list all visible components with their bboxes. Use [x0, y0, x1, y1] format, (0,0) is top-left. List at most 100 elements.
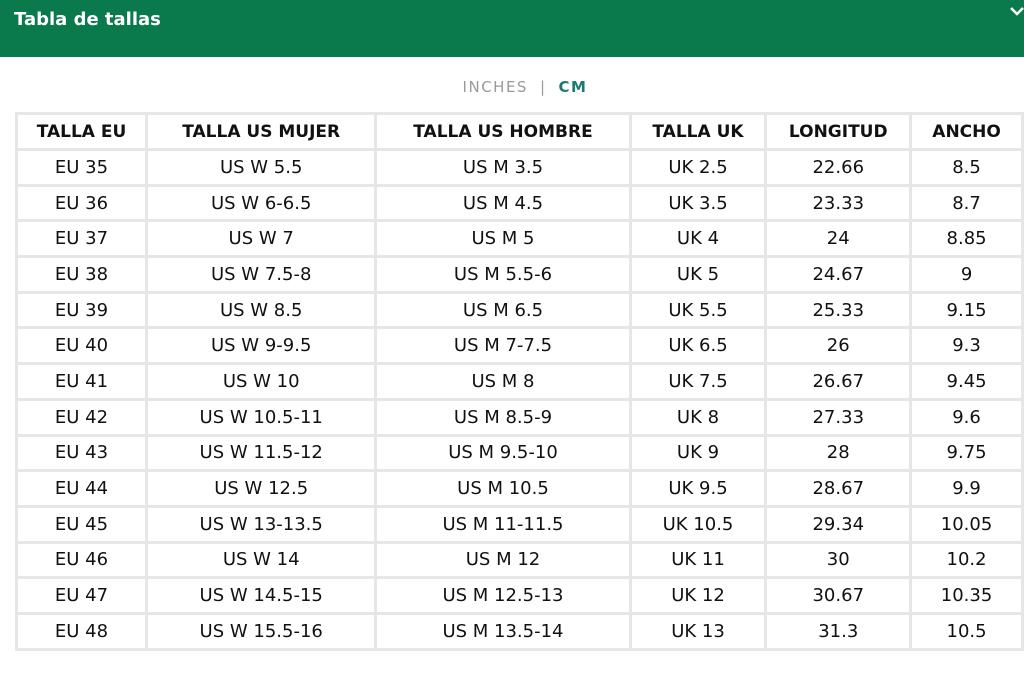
table-cell: 10.05 — [909, 504, 1024, 544]
table-cell: 9.45 — [909, 362, 1024, 401]
table-cell: EU 35 — [14, 148, 149, 187]
table-cell: US W 10.5-11 — [145, 397, 378, 437]
table-cell: 9.15 — [909, 290, 1024, 330]
table-cell: 28.67 — [764, 469, 913, 508]
table-cell: EU 45 — [14, 504, 149, 544]
table-cell: US W 14.5-15 — [145, 576, 378, 615]
table-cell: UK 12 — [628, 576, 768, 615]
table-cell: US W 8.5 — [145, 290, 378, 330]
table-row: EU 46 US W 14 US M 12 UK 11 30 10.2 — [14, 540, 1024, 580]
table-cell: US M 12 — [374, 540, 632, 580]
table-cell: US M 8.5-9 — [374, 397, 632, 437]
table-cell: EU 38 — [14, 255, 149, 294]
table-cell: 24.67 — [764, 255, 913, 294]
table-cell: US W 9-9.5 — [145, 326, 378, 366]
column-header: TALLA US HOMBRE — [374, 112, 632, 151]
table-cell: 30 — [764, 540, 913, 580]
table-cell: US M 12.5-13 — [374, 576, 632, 615]
table-cell: UK 5 — [628, 255, 768, 294]
table-cell: 26.67 — [764, 362, 913, 401]
table-cell: 8.7 — [909, 183, 1024, 223]
table-row: EU 40 US W 9-9.5 US M 7-7.5 UK 6.5 26 9.3 — [14, 326, 1024, 366]
table-cell: UK 5.5 — [628, 290, 768, 330]
table-row: EU 47 US W 14.5-15 US M 12.5-13 UK 12 30.67 1… — [14, 576, 1024, 615]
table-cell: US W 15.5-16 — [145, 611, 378, 651]
table-cell: US M 7-7.5 — [374, 326, 632, 366]
table-cell: US W 6-6.5 — [145, 183, 378, 223]
separator: | — [539, 78, 547, 96]
table-cell: US M 13.5-14 — [374, 611, 632, 651]
table-row: EU 45 US W 13-13.5 US M 11-11.5 UK 10.5 29.3… — [14, 504, 1024, 544]
table-row: EU 42 US W 10.5-11 US M 8.5-9 UK 8 27.33 9.6 — [14, 397, 1024, 437]
collapse-chevron[interactable] — [1008, 4, 1024, 20]
unit-option[interactable]: INCHES — [462, 78, 528, 96]
unit-option-active[interactable]: CM — [558, 78, 588, 96]
table-cell: US M 5.5-6 — [374, 255, 632, 294]
table-cell: 27.33 — [764, 397, 913, 437]
table-row: EU 44 US W 12.5 US M 10.5 UK 9.5 28.67 9.9 — [14, 469, 1024, 508]
table-cell: US W 12.5 — [145, 469, 378, 508]
table-cell: UK 10.5 — [628, 504, 768, 544]
table-cell: US W 7 — [145, 219, 378, 259]
table-cell: 9 — [909, 255, 1024, 294]
table-cell: 9.6 — [909, 397, 1024, 437]
table-cell: 9.9 — [909, 469, 1024, 508]
table-cell: 8.85 — [909, 219, 1024, 259]
table-cell: UK 2.5 — [628, 148, 768, 187]
table-cell: EU 47 — [14, 576, 149, 615]
table-cell: 24 — [764, 219, 913, 259]
table-cell: UK 9.5 — [628, 469, 768, 508]
table-cell: 26 — [764, 326, 913, 366]
table-cell: UK 3.5 — [628, 183, 768, 223]
table-cell: EU 37 — [14, 219, 149, 259]
table-cell: EU 41 — [14, 362, 149, 401]
unit-toggle: INCHES | CM — [0, 78, 1024, 96]
header-bar: Tabla de tallas — [0, 0, 1024, 57]
column-header: TALLA EU — [14, 112, 149, 151]
table-cell: 30.67 — [764, 576, 913, 615]
table-cell: 10.2 — [909, 540, 1024, 580]
table-cell: US W 11.5-12 — [145, 433, 378, 473]
column-header: TALLA US MUJER — [145, 112, 378, 151]
table-cell: 28 — [764, 433, 913, 473]
table-row: EU 37 US W 7 US M 5 UK 4 24 8.85 — [14, 219, 1024, 259]
table-row: EU 48 US W 15.5-16 US M 13.5-14 UK 13 31.3 10… — [14, 611, 1024, 651]
table-cell: EU 40 — [14, 326, 149, 366]
table-row: EU 36 US W 6-6.5 US M 4.5 UK 3.5 23.33 8.7 — [14, 183, 1024, 223]
column-header: TALLA UK — [628, 112, 768, 151]
table-cell: UK 8 — [628, 397, 768, 437]
table-cell: 25.33 — [764, 290, 913, 330]
table-cell: US M 11-11.5 — [374, 504, 632, 544]
table-cell: US W 5.5 — [145, 148, 378, 187]
table-cell: EU 44 — [14, 469, 149, 508]
table-cell: US W 13-13.5 — [145, 504, 378, 544]
table-row: EU 38 US W 7.5-8 US M 5.5-6 UK 5 24.67 9 — [14, 255, 1024, 294]
table-cell: EU 36 — [14, 183, 149, 223]
table-cell: 9.3 — [909, 326, 1024, 366]
table-cell: US W 10 — [145, 362, 378, 401]
table-cell: US M 3.5 — [374, 148, 632, 187]
table-cell: US M 8 — [374, 362, 632, 401]
table-cell: US M 5 — [374, 219, 632, 259]
table-cell: 31.3 — [764, 611, 913, 651]
table-cell: 10.5 — [909, 611, 1024, 651]
size-table: TALLA EU TALLA US MUJER TALLA US HOMBRE TAL… — [14, 112, 1024, 651]
table-cell: 10.35 — [909, 576, 1024, 615]
table-cell: US M 10.5 — [374, 469, 632, 508]
table-cell: EU 48 — [14, 611, 149, 651]
table-cell: UK 6.5 — [628, 326, 768, 366]
table-cell: EU 39 — [14, 290, 149, 330]
table-cell: EU 42 — [14, 397, 149, 437]
table-row: EU 41 US W 10 US M 8 UK 7.5 26.67 9.45 — [14, 362, 1024, 401]
table-cell: 22.66 — [764, 148, 913, 187]
table-cell: UK 7.5 — [628, 362, 768, 401]
table-cell: US M 6.5 — [374, 290, 632, 330]
table-cell: UK 13 — [628, 611, 768, 651]
table-row: EU 35 US W 5.5 US M 3.5 UK 2.5 22.66 8.5 — [14, 148, 1024, 187]
table-cell: US M 4.5 — [374, 183, 632, 223]
table-cell: 9.75 — [909, 433, 1024, 473]
table-cell: UK 4 — [628, 219, 768, 259]
table-cell: UK 11 — [628, 540, 768, 580]
header-title: Tabla de tallas — [14, 9, 161, 30]
